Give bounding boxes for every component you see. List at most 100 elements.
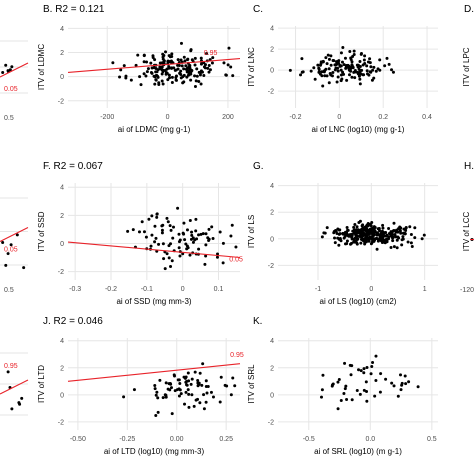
data-point (211, 237, 215, 241)
data-point (350, 232, 354, 236)
fit-label: 0.95 (204, 50, 218, 57)
data-point (375, 237, 379, 241)
data-point (367, 239, 371, 243)
data-point (122, 64, 126, 68)
data-point (181, 231, 185, 235)
data-point (339, 73, 343, 77)
data-point (355, 237, 359, 241)
data-point (197, 247, 201, 251)
data-point (365, 69, 369, 73)
data-point (193, 370, 197, 374)
data-point (381, 226, 385, 230)
data-point (170, 52, 174, 56)
data-point (177, 232, 181, 236)
data-point (341, 232, 345, 236)
data-point (333, 63, 337, 67)
x-axis-label: ai of LDMC (mg g-1) (118, 125, 191, 134)
data-point (188, 253, 192, 257)
fit-label: 0.95 (4, 363, 18, 370)
data-point (420, 237, 424, 241)
data-point (181, 81, 185, 85)
data-point (392, 221, 396, 225)
data-point (204, 400, 208, 404)
x-tick-label: 200 (222, 114, 234, 121)
data-point (377, 227, 381, 231)
data-point (165, 252, 169, 256)
data-point (322, 69, 326, 73)
data-point (167, 382, 171, 386)
fit-label: 0.05 (4, 86, 18, 93)
data-point (9, 243, 13, 247)
data-point (372, 65, 376, 69)
y-tick-label: 2 (270, 365, 274, 372)
data-point (111, 61, 115, 65)
data-point (389, 246, 393, 250)
data-point (163, 267, 167, 271)
data-point (353, 236, 357, 240)
y-tick-label: 2 (270, 47, 274, 54)
data-point (336, 407, 340, 411)
data-point (318, 72, 322, 76)
data-point (362, 73, 366, 77)
y-tick-label: 4 (270, 183, 274, 190)
data-point (339, 398, 343, 402)
data-point (158, 67, 162, 71)
data-point (336, 75, 340, 79)
x-tick-label: 0.1 (214, 286, 224, 293)
data-point (201, 362, 205, 366)
data-point (190, 377, 194, 381)
x-tick-label: 0.5 (427, 436, 437, 443)
data-point (348, 49, 352, 53)
data-point (368, 237, 372, 241)
data-point (168, 76, 172, 80)
data-point (229, 234, 233, 238)
data-point (231, 74, 235, 78)
y-tick-label: 4 (60, 338, 64, 345)
data-point (399, 231, 403, 235)
data-point (229, 393, 233, 397)
data-point (194, 229, 198, 233)
y-tick-label: 2 (60, 213, 64, 220)
data-point (380, 230, 384, 234)
data-point (357, 67, 361, 71)
data-point (184, 67, 188, 71)
data-point (119, 68, 123, 72)
data-point (364, 380, 368, 384)
data-point (210, 225, 214, 229)
panel-j: J. R2 = 0.046 -2 0 2 4 -0.50 -0.25 0.00 0.25 ITV … (37, 316, 244, 456)
data-point (219, 375, 223, 379)
y-tick-label: -2 (58, 269, 64, 276)
data-point (193, 84, 197, 88)
data-point (391, 236, 395, 240)
data-point (360, 227, 364, 231)
data-point (152, 74, 156, 78)
data-point (337, 377, 341, 381)
data-point (203, 63, 207, 67)
y-tick-label: 0 (60, 241, 64, 248)
data-point (373, 238, 377, 242)
data-point (360, 231, 364, 235)
data-point (392, 384, 396, 388)
data-point (194, 79, 198, 83)
data-point (410, 245, 414, 249)
data-point (215, 255, 219, 259)
data-point (327, 57, 331, 61)
data-point (222, 61, 226, 65)
data-point (404, 382, 408, 386)
data-point (204, 243, 208, 247)
data-point (406, 240, 410, 244)
data-point (362, 239, 366, 243)
data-point (218, 230, 222, 234)
data-point (363, 227, 367, 231)
data-point (319, 60, 323, 64)
data-point (390, 381, 394, 385)
data-point (169, 242, 173, 246)
data-point (395, 229, 399, 233)
data-point (169, 59, 173, 63)
data-point (185, 247, 189, 251)
x-tick-label: 0.0 (365, 436, 375, 443)
data-point (160, 228, 164, 232)
data-point (209, 390, 213, 394)
data-point (122, 395, 126, 399)
data-point (160, 224, 164, 228)
